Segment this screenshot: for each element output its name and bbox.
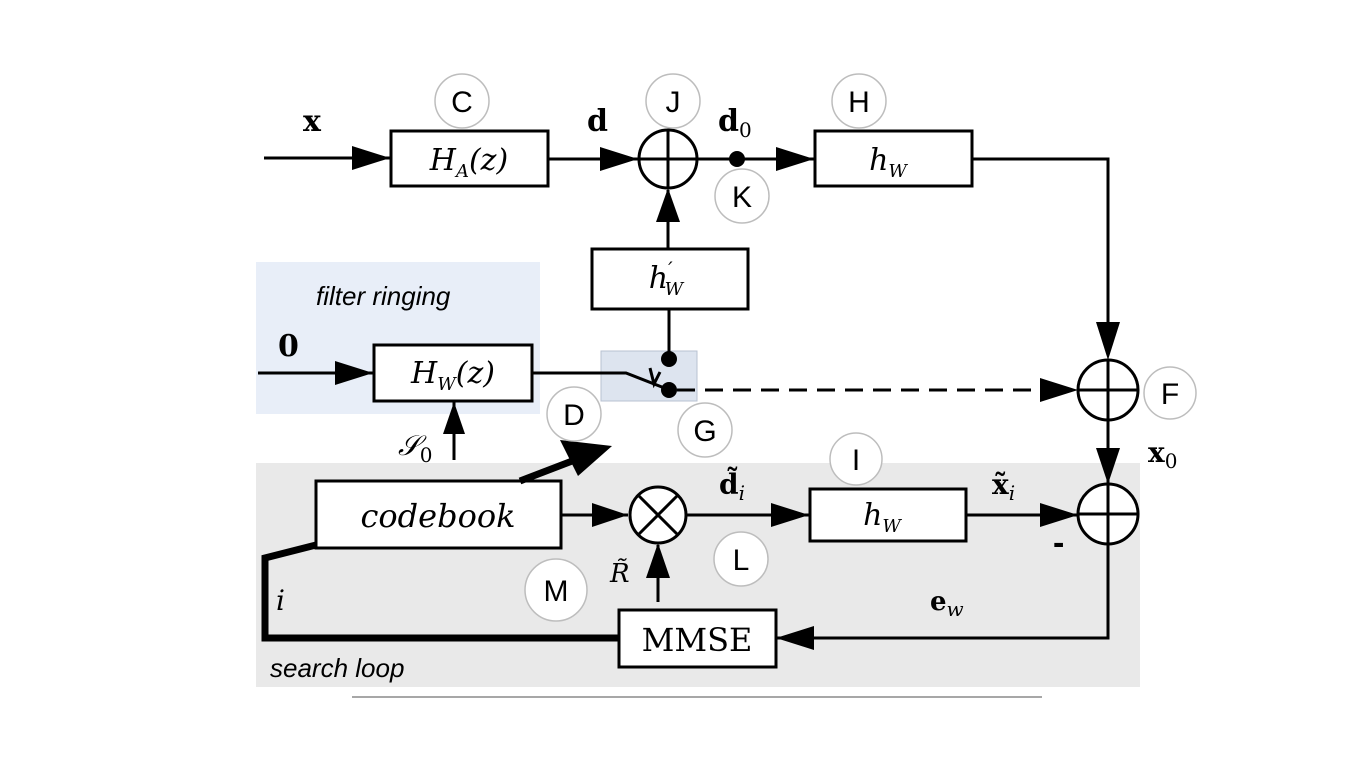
hwz-label: HW(z) (410, 356, 495, 395)
d0-node (729, 151, 745, 167)
hw-bottom-block (808, 487, 968, 543)
label-r: R̃ (609, 558, 630, 589)
label-minus: - (1053, 524, 1064, 562)
svg-text:G: G (693, 415, 716, 448)
ha-label: HA(z) (429, 143, 508, 182)
marker-l: L (713, 531, 769, 587)
svg-text:K: K (732, 181, 752, 214)
marker-j: J (645, 73, 701, 129)
switch-region (600, 350, 698, 402)
svg-text:L: L (733, 544, 750, 577)
marker-m: M (524, 558, 588, 622)
sum-junction-j (637, 128, 699, 190)
multiplier-junction (628, 485, 688, 545)
label-s0: 𝒮0 (398, 429, 432, 467)
hw-top-label: hW (869, 143, 908, 182)
switch-contact-upper (661, 351, 677, 367)
codebook-thick-arrow-line (518, 454, 582, 485)
marker-k: K (714, 168, 770, 224)
marker-g: G (677, 402, 733, 458)
filter-ringing-label: filter ringing (316, 281, 451, 311)
marker-d: D (546, 386, 602, 442)
svg-text:M: M (544, 575, 569, 608)
marker-i: I (829, 432, 883, 486)
label-x: x (303, 104, 322, 139)
label-x0: x0 (1148, 436, 1177, 473)
codebook-label: codebook (360, 497, 515, 535)
switch-contact-lower (661, 382, 677, 398)
mmse-block (617, 608, 778, 669)
svg-text:H: H (848, 86, 870, 119)
label-zero: 0 (278, 329, 299, 364)
sum-junction-f (1076, 358, 1140, 422)
svg-text:F: F (1161, 378, 1179, 411)
svg-text:I: I (852, 444, 860, 477)
label-d: d (587, 104, 608, 139)
marker-h: H (831, 73, 887, 129)
search-loop-label: search loop (270, 653, 404, 683)
hwz-block (372, 343, 534, 403)
label-i: i (276, 584, 285, 617)
hw-bottom-label: hW (863, 498, 902, 537)
index-feedback-line (261, 541, 619, 642)
marker-f: F (1143, 366, 1197, 420)
marker-c: C (434, 73, 490, 129)
svg-text:C: C (451, 86, 473, 119)
mmse-label: MMSE (642, 621, 753, 659)
label-di: d̃i (719, 466, 745, 505)
sum-junction-error (1076, 482, 1140, 546)
svg-text:J: J (666, 86, 681, 119)
label-ew: ew (930, 587, 964, 621)
label-d0: d0 (718, 104, 752, 142)
label-xi: x̃i (992, 468, 1015, 505)
ha-block (389, 129, 550, 188)
hw-prime-label: h′ W (649, 257, 685, 300)
svg-text:D: D (563, 399, 585, 432)
